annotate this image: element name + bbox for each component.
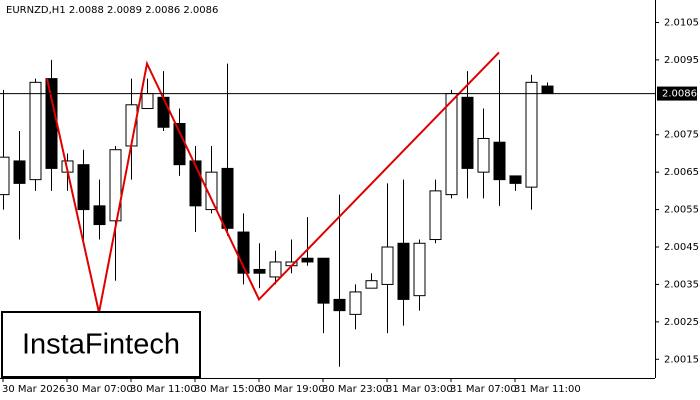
y-tick-label: 2.0035 <box>664 279 699 290</box>
x-tick-label: 30 Mar 19:00 <box>258 384 325 395</box>
candle-body <box>413 242 426 297</box>
candle-body <box>493 141 506 181</box>
candle-body <box>429 190 442 241</box>
candle-body <box>205 171 218 211</box>
candle-body <box>541 85 554 95</box>
candle-body <box>109 149 122 222</box>
candle-body <box>349 291 362 315</box>
y-tick-label: 2.0025 <box>664 317 699 328</box>
candle-body <box>45 78 58 169</box>
price-label-box <box>657 86 697 101</box>
y-tick-label: 2.0105 <box>664 17 699 28</box>
x-tick-label: 31 Mar 03:00 <box>386 384 453 395</box>
y-tick-label: 2.0065 <box>664 167 699 178</box>
candle-body <box>381 246 394 285</box>
candle-body <box>157 96 170 128</box>
y-tick-label: 2.0045 <box>664 242 699 253</box>
y-tick-label: 2.0015 <box>664 354 699 365</box>
candle-body <box>477 137 490 173</box>
y-tick-label: 2.0055 <box>664 205 699 216</box>
candle-body <box>237 231 250 274</box>
candle-body <box>525 81 538 188</box>
x-tick-label: 30 Mar 2026 <box>2 384 65 395</box>
candle-body <box>221 167 234 229</box>
logo: InstaFintech <box>22 329 180 361</box>
candle-body <box>269 261 282 278</box>
candle-body <box>253 268 266 274</box>
price-label: 2.0086 <box>662 89 697 100</box>
y-tick-label: 2.0075 <box>664 130 699 141</box>
candle-body <box>29 81 42 181</box>
candle-body <box>13 160 26 184</box>
pattern-line <box>46 51 500 313</box>
candle-body <box>141 93 154 110</box>
candle-body <box>0 156 10 196</box>
x-tick-label: 30 Mar 11:00 <box>130 384 197 395</box>
x-tick-label: 30 Mar 15:00 <box>194 384 261 395</box>
x-tick-label: 30 Mar 23:00 <box>322 384 389 395</box>
x-tick-label: 30 Mar 07:00 <box>66 384 133 395</box>
plot-area <box>0 51 554 367</box>
x-tick-label: 31 Mar 07:00 <box>450 384 517 395</box>
candle-body <box>397 242 410 300</box>
logo-box <box>1 311 201 378</box>
candle-body <box>301 257 314 263</box>
x-tick-label: 31 Mar 11:00 <box>514 384 581 395</box>
candle-body <box>445 93 458 196</box>
candle-body <box>333 298 346 312</box>
candle-body <box>365 280 378 289</box>
candle-body <box>77 164 90 211</box>
candle-body <box>461 96 474 169</box>
candle-body <box>173 123 186 166</box>
candle-body <box>509 175 522 184</box>
candle-body <box>93 205 106 226</box>
y-tick-label: 2.0095 <box>664 55 699 66</box>
chart-header: EURNZD,H1 2.0088 2.0089 2.0086 2.0086 <box>6 5 218 16</box>
candle-body <box>317 257 330 304</box>
candle-body <box>189 160 202 207</box>
